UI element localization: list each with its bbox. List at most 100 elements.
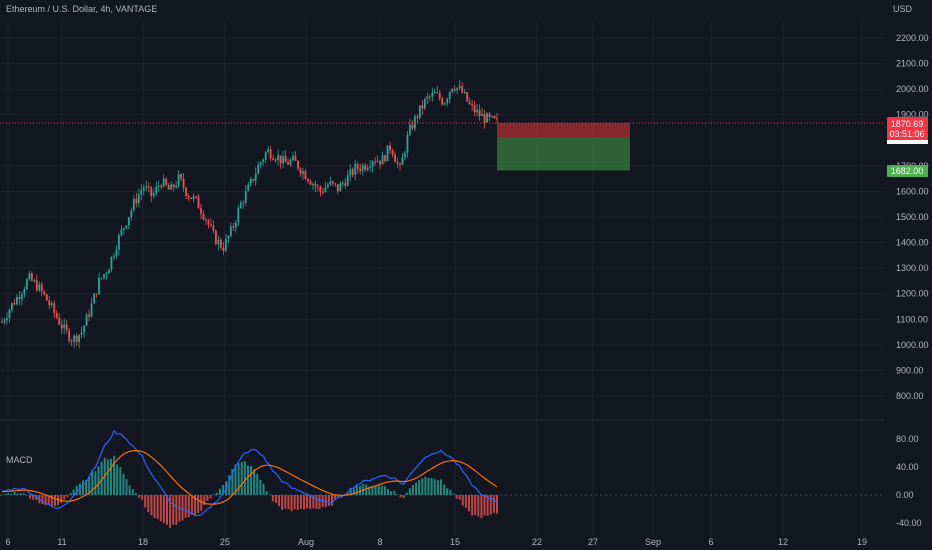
macd-histogram-bar: [446, 488, 449, 495]
macd-histogram-bar: [25, 495, 28, 496]
macd-histogram-bar: [458, 495, 461, 500]
candle-body: [237, 208, 240, 223]
macd-histogram-bar: [147, 495, 150, 513]
time-tick-label: 11: [57, 537, 66, 547]
candle-body: [346, 175, 349, 186]
macd-histogram-bar: [368, 486, 371, 495]
macd-histogram-bar: [327, 495, 330, 507]
candle-body: [252, 178, 255, 181]
macd-histogram-bar: [97, 466, 100, 495]
candle-body: [215, 230, 217, 245]
stop-badge: [887, 140, 928, 144]
candle-body: [73, 335, 76, 342]
candle-body: [331, 181, 334, 184]
candle-body: [200, 208, 202, 214]
candle-body: [458, 86, 461, 88]
candle-body: [60, 324, 63, 329]
candle-body: [197, 196, 200, 209]
macd-histogram-bar: [72, 489, 75, 495]
candle-body: [299, 168, 302, 174]
candle-body: [63, 324, 66, 329]
macd-histogram-bar: [262, 483, 265, 495]
candle-body: [359, 168, 362, 171]
candle-body: [23, 289, 26, 295]
stop-loss-zone[interactable]: [497, 123, 630, 137]
candle-body: [307, 179, 309, 182]
macd-histogram-bar: [387, 488, 390, 495]
macd-histogram-bar: [337, 495, 340, 498]
candle-body: [433, 92, 436, 94]
macd-histogram-bar: [231, 469, 234, 495]
price-tick-label: 2100.00: [896, 59, 929, 69]
macd-histogram-bar: [334, 495, 337, 501]
time-tick-label: 25: [220, 537, 230, 547]
candle-body: [289, 160, 292, 165]
macd-histogram-bar: [483, 495, 486, 516]
macd-histogram-bar: [134, 493, 137, 495]
macd-histogram-bar: [464, 495, 467, 508]
candle-body: [423, 98, 426, 109]
candle-body: [130, 209, 133, 218]
price-tick-label: 1900.00: [896, 110, 929, 120]
macd-histogram-bar: [346, 492, 349, 495]
macd-histogram-bar: [29, 495, 32, 499]
macd-histogram-bar: [492, 495, 495, 513]
candle-body: [20, 294, 23, 300]
candle-body: [25, 279, 28, 290]
candle-body: [202, 213, 205, 220]
macd-histogram-bar: [228, 475, 231, 495]
candle-body: [110, 256, 113, 270]
macd-histogram-bar: [4, 494, 7, 495]
candle-body: [38, 284, 41, 291]
time-tick-label: Aug: [298, 537, 314, 547]
macd-histogram-bar: [439, 479, 442, 495]
candle-body: [314, 184, 317, 187]
macd-histogram-bar: [187, 495, 190, 518]
macd-histogram-bar: [408, 488, 411, 495]
candle-body: [118, 235, 120, 250]
candle-body: [339, 183, 342, 192]
candle-body: [222, 247, 225, 251]
macd-histogram-bar: [237, 463, 240, 495]
time-tick-label: Sep: [645, 537, 661, 547]
macd-histogram-bar: [278, 495, 281, 507]
trade-zones[interactable]: [497, 123, 630, 171]
macd-histogram-bar: [405, 492, 408, 495]
candle-body: [448, 92, 451, 100]
candle-body: [1, 321, 3, 323]
candle-body: [279, 155, 282, 164]
macd-histogram-bar: [355, 485, 358, 495]
candle-body: [182, 178, 185, 188]
candle-body: [53, 303, 56, 313]
candle-body: [344, 183, 347, 186]
macd-histogram-bar: [10, 494, 13, 495]
target-value: 1682.00: [891, 166, 924, 176]
candle-body: [16, 297, 18, 305]
candle-body: [349, 169, 352, 176]
take-profit-zone[interactable]: [497, 137, 630, 171]
macd-histogram-bar: [430, 477, 433, 495]
macd-histogram-bar: [35, 495, 38, 501]
time-tick-label: 19: [857, 537, 867, 547]
macd-histogram-bar: [449, 489, 452, 495]
candle-body: [421, 105, 424, 109]
candle-body: [127, 217, 130, 226]
candle-body: [40, 284, 43, 292]
time-axis[interactable]: 6 11 18 25 Aug 8 15 22 27 Sep 6 12 19: [5, 537, 867, 547]
signal-line: [1, 449, 498, 505]
candle-body: [157, 186, 160, 188]
candle-body: [354, 164, 357, 175]
candle-body: [11, 303, 13, 310]
candle-body: [466, 92, 469, 102]
macd-histogram-bar: [175, 495, 178, 525]
candle-body: [441, 98, 444, 105]
price-axis[interactable]: 2200.002100.002000.001900.001700.001600.…: [896, 33, 929, 528]
candle-body: [406, 134, 409, 153]
candle-body: [239, 202, 242, 209]
macd-histogram-bar: [122, 473, 125, 495]
time-tick-label: 27: [588, 537, 598, 547]
macd-histogram-bar: [393, 490, 396, 495]
candle-body: [247, 184, 250, 191]
bar-countdown: 03:51:06: [889, 129, 924, 139]
